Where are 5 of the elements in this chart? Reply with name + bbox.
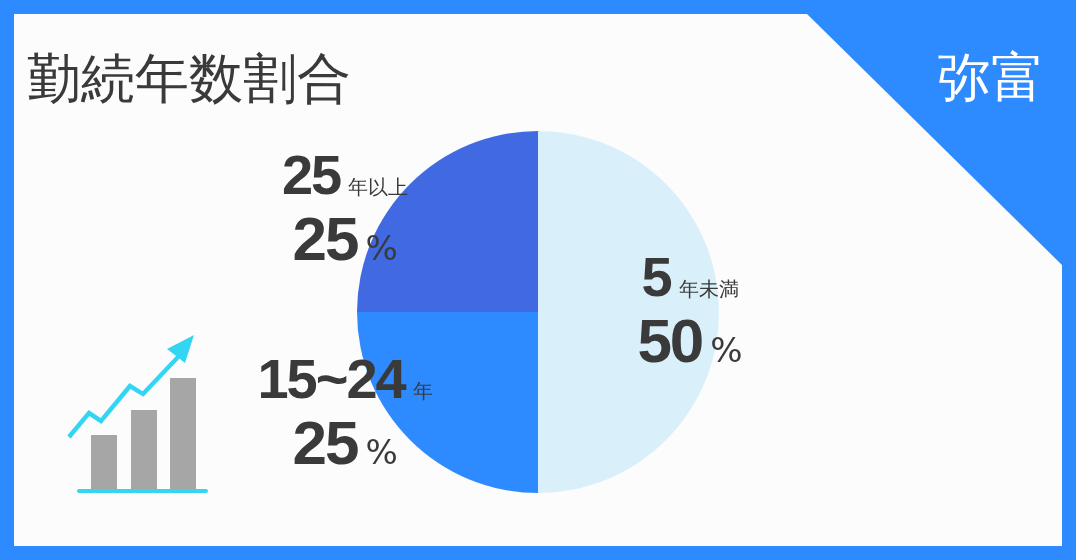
data-label: 25% [292, 408, 398, 478]
chart-title: 勤続年数割合 [27, 47, 351, 110]
data-label: 50% [637, 306, 743, 375]
data-label: 25% [292, 203, 398, 273]
text: 弥富 [937, 46, 1045, 109]
